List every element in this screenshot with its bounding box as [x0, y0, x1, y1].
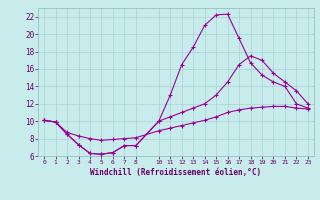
X-axis label: Windchill (Refroidissement éolien,°C): Windchill (Refroidissement éolien,°C): [91, 168, 261, 177]
